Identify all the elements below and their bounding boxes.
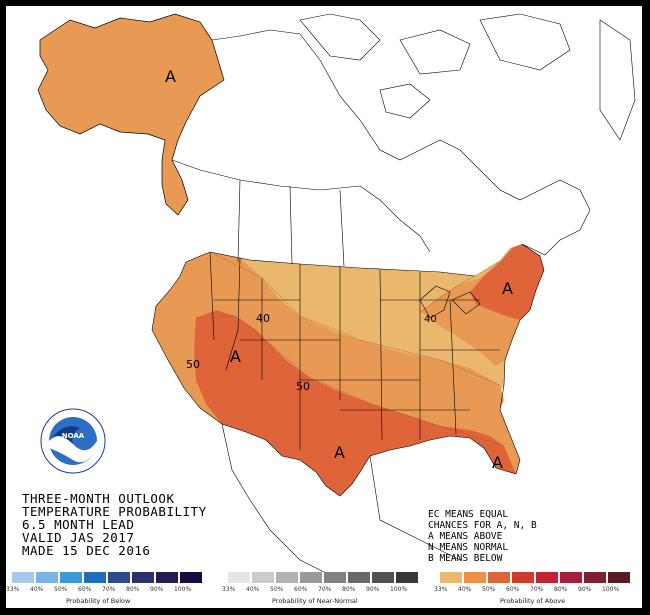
alaska-above-label: A — [165, 67, 176, 86]
above-swatch-0 — [440, 572, 462, 583]
northeast-above-50-region — [470, 244, 544, 320]
below-scale-ticks: 33% 40% 50% 60% 70% 80% 90% 100% — [6, 586, 198, 593]
above-tick-3: 60% — [506, 586, 520, 593]
key-line-1: EC MEANS EQUAL — [428, 509, 509, 520]
normal-tick-3: 60% — [294, 586, 308, 593]
normal-tick-7: 100% — [390, 586, 408, 593]
contour-40-east-label: 40 — [424, 314, 437, 325]
above-swatch-4 — [536, 572, 558, 583]
normal-swatch-7 — [396, 572, 418, 583]
below-swatch-4 — [108, 572, 130, 583]
above-swatch-1 — [464, 572, 486, 583]
above-tick-6: 90% — [578, 586, 592, 593]
normal-scale-ticks: 33% 40% 50% 60% 70% 80% 90% 100% — [222, 586, 414, 593]
boundaries — [151, 13, 636, 581]
above-swatch-5 — [560, 572, 582, 583]
key-line-4: N MEANS NORMAL — [428, 542, 509, 553]
key-line-5: B MEANS BELOW — [428, 553, 503, 564]
below-scale-caption: Probability of Below — [66, 597, 131, 605]
normal-swatch-1 — [252, 572, 274, 583]
key-line-3: A MEANS ABOVE — [428, 531, 503, 542]
contour-40-label: 40 — [256, 312, 270, 325]
above-tick-0: 33% — [434, 586, 448, 593]
alaska-above-region — [37, 13, 225, 216]
normal-swatch-0 — [228, 572, 250, 583]
normal-tick-4: 70% — [318, 586, 332, 593]
normal-tick-6: 90% — [366, 586, 380, 593]
above-scale-ticks: 33% 40% 50% 60% 70% 80% 90% 100% — [434, 586, 626, 593]
above-tick-1: 40% — [458, 586, 472, 593]
below-swatch-1 — [36, 572, 58, 583]
above-tick-2: 50% — [482, 586, 496, 593]
normal-swatch-4 — [324, 572, 346, 583]
below-tick-6: 90% — [150, 586, 164, 593]
contour-50-central-label: 50 — [296, 380, 310, 393]
above-scale-caption: Probability of Above — [500, 597, 566, 605]
normal-tick-1: 40% — [246, 586, 260, 593]
below-swatch-0 — [12, 572, 34, 583]
below-tick-1: 40% — [30, 586, 44, 593]
above-swatch-7 — [608, 572, 630, 583]
above-swatch-2 — [488, 572, 510, 583]
normal-swatch-3 — [300, 572, 322, 583]
normal-scale-caption: Probability of Near-Normal — [272, 597, 358, 605]
title-line-2: TEMPERATURE PROBABILITY — [22, 504, 207, 519]
title-line-5: MADE 15 DEC 2016 — [22, 543, 151, 558]
title-line-4: VALID JAS 2017 — [22, 530, 135, 545]
northeast-above-label: A — [502, 279, 513, 298]
south-above-label: A — [334, 443, 345, 462]
below-tick-2: 50% — [54, 586, 68, 593]
below-tick-5: 80% — [126, 586, 140, 593]
below-tick-0: 33% — [6, 586, 20, 593]
below-swatch-3 — [84, 572, 106, 583]
contour-50-west-label: 50 — [186, 358, 200, 371]
title-line-3: 6.5 MONTH LEAD — [22, 517, 135, 532]
above-tick-4: 70% — [530, 586, 544, 593]
below-swatch-7 — [180, 572, 202, 583]
below-swatch-6 — [156, 572, 178, 583]
above-tick-7: 100% — [602, 586, 620, 593]
above-swatch-3 — [512, 572, 534, 583]
outlook-title-block: THREE-MONTH OUTLOOK TEMPERATURE PROBABIL… — [22, 492, 207, 557]
normal-tick-2: 50% — [270, 586, 284, 593]
title-line-1: THREE-MONTH OUTLOOK — [22, 491, 175, 506]
below-tick-4: 70% — [102, 586, 116, 593]
above-color-scale — [440, 572, 632, 583]
contour-lines — [195, 251, 505, 447]
below-color-scale — [12, 572, 204, 583]
normal-swatch-5 — [348, 572, 370, 583]
normal-color-scale — [228, 572, 420, 583]
below-tick-3: 60% — [78, 586, 92, 593]
noaa-logo-text: NOAA — [62, 432, 85, 440]
legend-key-text: EC MEANS EQUAL CHANCES FOR A, N, B A MEA… — [428, 509, 537, 564]
southeast-above-label: A — [492, 453, 503, 472]
below-swatch-5 — [132, 572, 154, 583]
west-above-label: A — [230, 347, 241, 366]
normal-tick-5: 80% — [342, 586, 356, 593]
above-tick-5: 80% — [554, 586, 568, 593]
southwest-above-50-region — [194, 310, 516, 496]
above-swatch-6 — [584, 572, 606, 583]
normal-tick-0: 33% — [222, 586, 236, 593]
normal-swatch-6 — [372, 572, 394, 583]
below-tick-7: 100% — [174, 586, 192, 593]
noaa-logo: NOAA — [40, 408, 106, 474]
below-swatch-2 — [60, 572, 82, 583]
normal-swatch-2 — [276, 572, 298, 583]
key-line-2: CHANCES FOR A, N, B — [428, 520, 537, 531]
